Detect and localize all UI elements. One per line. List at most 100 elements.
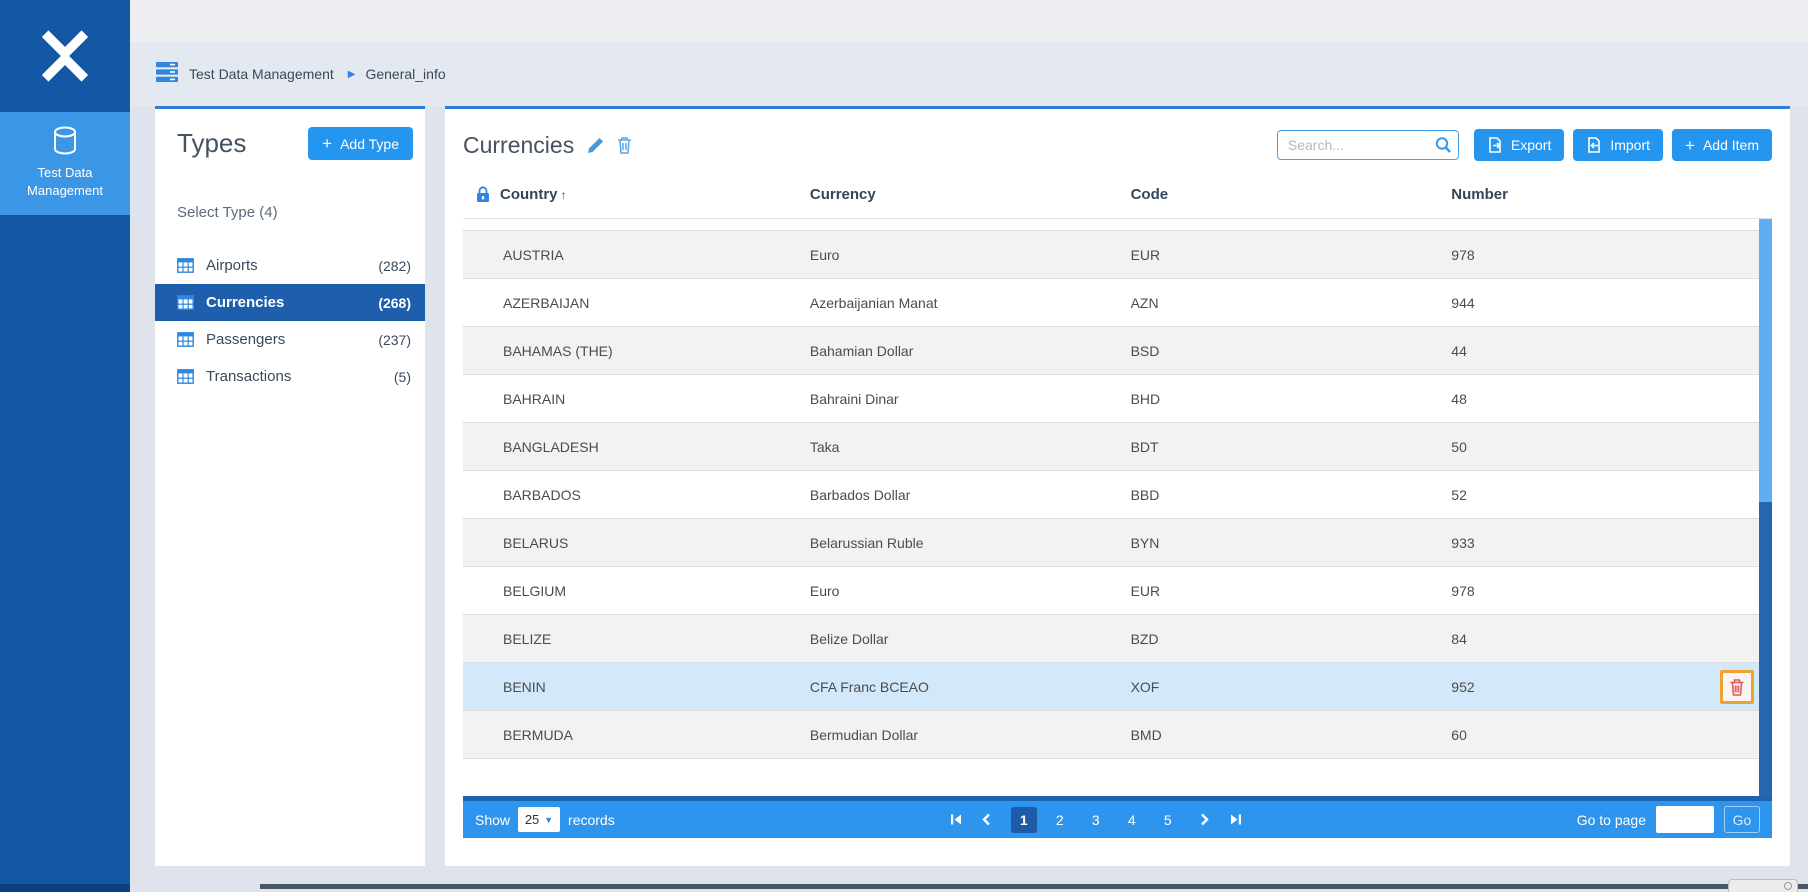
top-strip <box>130 0 1808 42</box>
table-grid-icon <box>177 369 194 384</box>
cell-number: 52 <box>1451 486 1467 503</box>
chat-widget[interactable] <box>1728 879 1798 892</box>
first-page-button[interactable] <box>944 808 968 832</box>
edit-type-button[interactable] <box>586 136 605 155</box>
page-button-5[interactable]: 5 <box>1163 811 1172 828</box>
table-row[interactable]: BELARUS Belarussian Ruble BYN 933 <box>463 519 1772 567</box>
table-row[interactable]: BARBADOS Barbados Dollar BBD 52 <box>463 471 1772 519</box>
cell-number: 978 <box>1451 582 1475 599</box>
last-page-icon <box>1230 814 1241 825</box>
chevron-left-icon <box>982 813 991 826</box>
table-row[interactable]: AZERBAIJAN Azerbaijanian Manat AZN 944 <box>463 279 1772 327</box>
records-label: records <box>568 811 615 828</box>
type-item-airports[interactable]: Airports (282) <box>155 247 425 284</box>
server-stack-icon <box>155 61 179 88</box>
table-row[interactable]: BANGLADESH Taka BDT 50 <box>463 423 1772 471</box>
cell-country: BANGLADESH <box>503 438 599 455</box>
table-row[interactable]: BERMUDA Bermudian Dollar BMD 60 <box>463 711 1772 759</box>
column-header-country[interactable]: Country ↑ <box>500 186 567 203</box>
sidebar-item-test-data-management[interactable]: Test Data Management <box>0 112 130 216</box>
main-panel: Currencies <box>445 106 1790 866</box>
table-row[interactable]: BAHRAIN Bahraini Dinar BHD 48 <box>463 375 1772 423</box>
type-label: Passengers <box>206 331 286 348</box>
column-header-number[interactable]: Number <box>1451 186 1508 203</box>
type-item-currencies[interactable]: Currencies (268) <box>155 284 425 321</box>
page-button-2[interactable]: 2 <box>1055 811 1064 828</box>
cell-currency: Bahamian Dollar <box>809 342 914 359</box>
bottom-strip <box>260 884 1808 889</box>
table-row[interactable]: BELIZE Belize Dollar BZD 84 <box>463 615 1772 663</box>
cell-number: 44 <box>1451 342 1467 359</box>
search-input[interactable] <box>1276 130 1459 160</box>
export-button[interactable]: Export <box>1473 129 1565 161</box>
cell-code: BYN <box>1130 534 1160 551</box>
cell-currency: Euro <box>809 246 840 263</box>
row-delete-button[interactable] <box>1720 670 1754 704</box>
table-body: AUSTRIA Euro EUR 978 AZERBAIJAN Azerbaijanian… <box>463 219 1772 796</box>
prev-page-button[interactable] <box>975 808 999 832</box>
export-icon <box>1489 137 1501 153</box>
types-panel: Types + Add Type Select Type (4) Airport… <box>155 106 425 866</box>
scrollbar-track[interactable] <box>1759 219 1772 502</box>
select-type-label: Select Type (4) <box>177 204 278 221</box>
import-button[interactable]: Import <box>1573 129 1664 161</box>
sort-asc-icon: ↑ <box>560 188 567 202</box>
cell-country: BELARUS <box>503 534 569 551</box>
type-count: (237) <box>378 331 411 348</box>
cell-country: AZERBAIJAN <box>503 294 590 311</box>
cell-code: EUR <box>1130 582 1161 599</box>
delete-type-button[interactable] <box>617 136 632 154</box>
type-count: (268) <box>378 294 411 311</box>
pagination-bar: Show 25 ▼ records <box>463 796 1772 838</box>
cell-number: 952 <box>1451 678 1475 695</box>
table-grid-icon <box>177 258 194 273</box>
column-header-code[interactable]: Code <box>1130 186 1169 203</box>
database-icon <box>8 126 122 156</box>
table-row[interactable]: BAHAMAS (THE) Bahamian Dollar BSD 44 <box>463 327 1772 375</box>
next-page-button[interactable] <box>1193 808 1217 832</box>
sidebar-item-label: Test Data Management <box>27 165 103 198</box>
page-button-4[interactable]: 4 <box>1127 811 1136 828</box>
scrollbar-thumb[interactable] <box>1759 501 1772 796</box>
type-item-transactions[interactable]: Transactions (5) <box>155 358 425 395</box>
table-scrollbar[interactable] <box>1759 219 1772 796</box>
last-page-button[interactable] <box>1224 808 1248 832</box>
panels-row: Types + Add Type Select Type (4) Airport… <box>130 106 1808 892</box>
lock-icon <box>477 186 489 202</box>
pagination: 1 2 3 4 5 <box>615 806 1577 833</box>
first-page-icon <box>950 814 961 825</box>
table-row[interactable]: AUSTRIA Euro EUR 978 <box>463 231 1772 279</box>
breadcrumb-root[interactable]: Test Data Management <box>189 66 334 82</box>
breadcrumb-separator-icon: ▶ <box>347 68 356 80</box>
breadcrumb-current: General_info <box>365 66 446 82</box>
type-item-passengers[interactable]: Passengers (237) <box>155 321 425 358</box>
app-logo[interactable] <box>0 0 130 112</box>
cell-currency: Belarussian Ruble <box>809 534 924 551</box>
cell-number: 978 <box>1451 246 1475 263</box>
go-button[interactable]: Go <box>1724 806 1760 833</box>
cell-country: BENIN <box>503 678 546 695</box>
cell-currency: Barbados Dollar <box>809 486 911 503</box>
type-label: Airports <box>206 257 258 274</box>
chevron-right-icon <box>1201 813 1209 826</box>
add-item-button[interactable]: + Add Item <box>1672 129 1772 161</box>
table-row[interactable]: BELGIUM Euro EUR 978 <box>463 567 1772 615</box>
chevron-down-icon: ▼ <box>544 814 554 825</box>
page-button-1[interactable]: 1 <box>1010 806 1037 833</box>
page-size-select[interactable]: 25 ▼ <box>518 807 561 832</box>
cell-currency: Euro <box>809 582 840 599</box>
sidebar-footer <box>0 884 130 892</box>
pencil-icon <box>588 137 604 153</box>
add-type-button[interactable]: + Add Type <box>308 127 413 160</box>
goto-page-input[interactable] <box>1656 806 1714 833</box>
page-button-3[interactable]: 3 <box>1091 811 1100 828</box>
cell-currency: Taka <box>809 438 840 455</box>
cell-number: 50 <box>1451 438 1467 455</box>
import-icon <box>1588 137 1601 153</box>
currencies-table: Country ↑ Currency Code Number AUSTRIA Eur… <box>463 171 1772 796</box>
table-row[interactable]: BENIN CFA Franc BCEAO XOF 952 <box>463 663 1772 711</box>
search-icon[interactable] <box>1434 136 1452 159</box>
column-header-currency[interactable]: Currency <box>809 186 876 203</box>
search-box <box>1276 130 1459 160</box>
